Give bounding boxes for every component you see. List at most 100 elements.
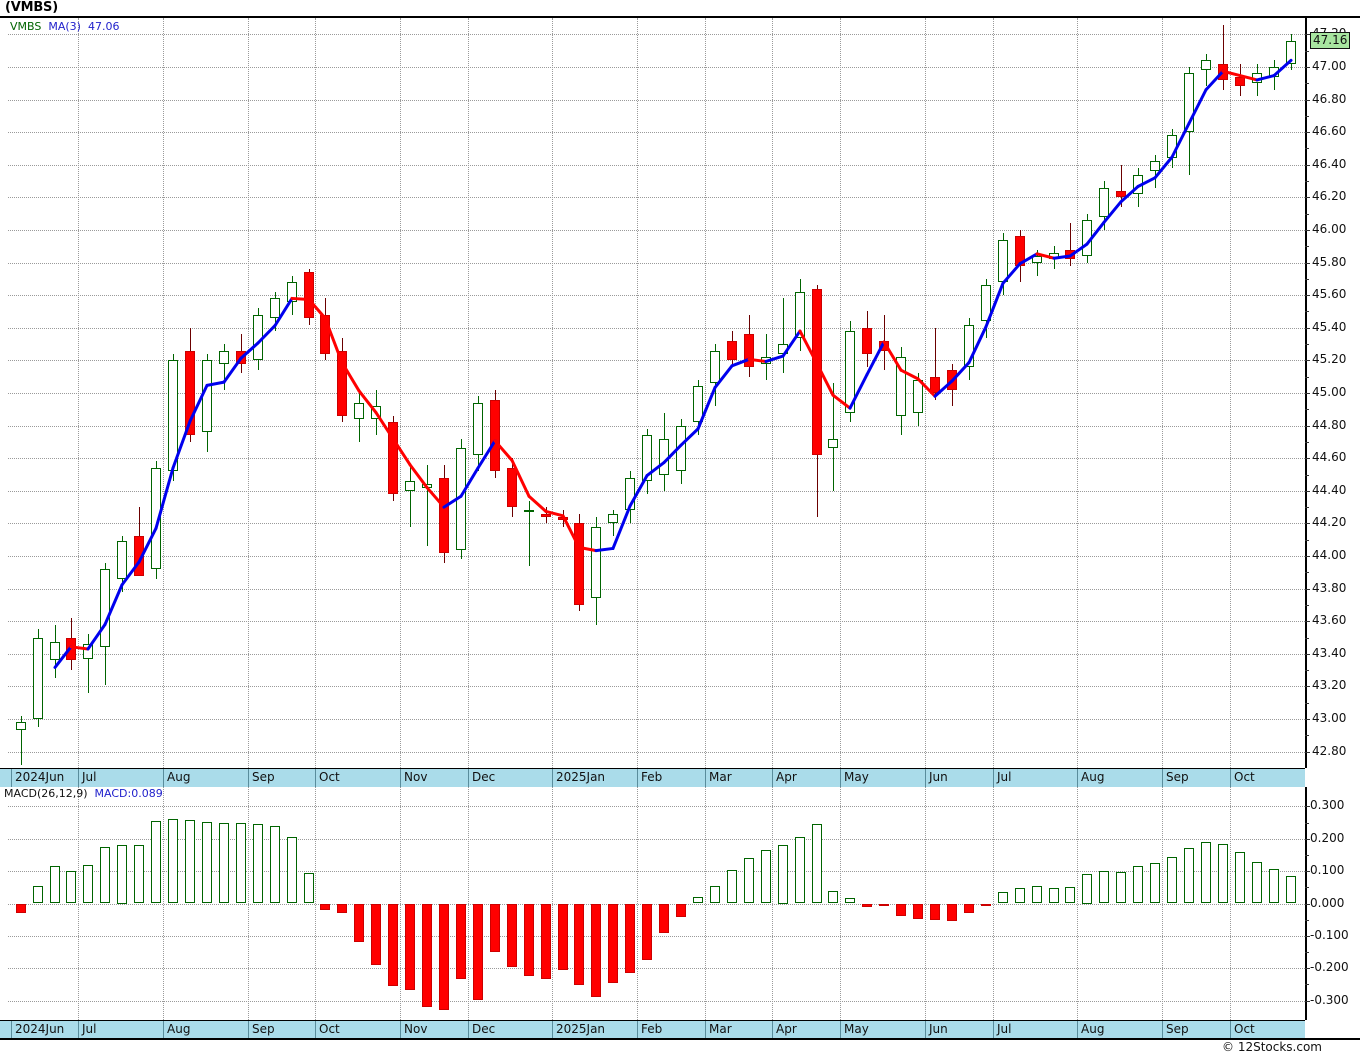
date-axis-tick — [468, 769, 469, 787]
macd-tick-label: -0.200 — [1310, 960, 1349, 975]
date-axis-tick — [1077, 769, 1078, 787]
price-legend: VMBS MA(3) 47.06 — [10, 20, 126, 33]
price-tick-label: 43.20 — [1312, 678, 1347, 693]
date-axis-label: May — [844, 770, 869, 784]
macd-bar — [83, 864, 93, 904]
month-gridline — [637, 787, 638, 1020]
date-axis-tick — [315, 1021, 316, 1039]
date-axis-label: May — [844, 1022, 869, 1036]
price-tick — [1305, 751, 1310, 753]
price-minor-tick — [1305, 278, 1309, 280]
candle-body — [642, 435, 652, 482]
price-minor-tick — [1305, 539, 1309, 541]
date-axis-tick — [163, 1021, 164, 1039]
date-axis-label: Oct — [1234, 1022, 1255, 1036]
price-tick-label: 45.20 — [1312, 352, 1347, 367]
macd-bar — [1252, 862, 1262, 904]
macd-bar — [1049, 887, 1059, 904]
price-tick — [1305, 556, 1310, 558]
price-tick — [1305, 197, 1310, 199]
candle-wick — [935, 327, 936, 400]
candle-body — [219, 350, 229, 364]
candle-body — [490, 399, 500, 472]
date-axis-label: Aug — [167, 1022, 191, 1036]
date-axis-bottom: 2024Jun Jul Aug Sep Oct Nov Dec 2025Jan Feb Mar Ap… — [0, 1020, 1305, 1040]
price-tick — [1305, 132, 1310, 134]
candle-body — [795, 291, 805, 338]
date-axis-label: Jul — [82, 1022, 97, 1036]
price-tick-label: 45.00 — [1312, 385, 1347, 399]
date-axis-label: Jul — [82, 770, 97, 784]
macd-bar — [134, 844, 144, 904]
candle-wick — [1223, 24, 1224, 90]
price-minor-tick — [1305, 572, 1309, 574]
footer-copyright: © 12Stocks.com — [1222, 1040, 1322, 1054]
date-axis-tick — [400, 1021, 401, 1039]
date-axis-tick — [925, 1021, 926, 1039]
candle-body — [981, 285, 991, 322]
macd-bar — [117, 845, 127, 904]
macd-bar — [287, 837, 297, 904]
month-gridline — [248, 787, 249, 1020]
month-gridline — [840, 787, 841, 1020]
macd-bar — [1184, 847, 1194, 904]
macd-bar — [524, 903, 534, 977]
macd-legend: MACD(26,12,9) MACD:0.089 — [4, 787, 170, 800]
macd-bar — [405, 903, 415, 991]
date-axis-tick — [163, 769, 164, 787]
price-tick-label: 42.80 — [1312, 743, 1347, 758]
candle-body — [304, 272, 314, 318]
month-gridline — [705, 787, 706, 1020]
price-tick-label: 45.60 — [1312, 287, 1347, 302]
candle-body — [710, 350, 720, 384]
date-axis-label: Nov — [404, 1022, 428, 1036]
macd-bar — [608, 903, 618, 984]
candle-body — [270, 298, 280, 318]
candle-body — [473, 402, 483, 455]
window-titlebar: (VMBS) — [0, 0, 1360, 16]
price-minor-tick — [1305, 507, 1309, 509]
price-tick-label: 46.00 — [1312, 221, 1347, 236]
macd-bar — [1218, 843, 1228, 904]
macd-bar — [998, 892, 1008, 904]
macd-bar — [371, 903, 381, 965]
macd-bar — [710, 885, 720, 904]
date-axis-tick — [11, 769, 12, 787]
date-axis-label: Aug — [1081, 770, 1105, 784]
macd-bar — [219, 822, 229, 904]
candle-body — [507, 468, 517, 508]
price-minor-tick — [1305, 50, 1309, 52]
date-axis-label: Jul — [997, 770, 1012, 784]
candle-body — [439, 477, 449, 553]
date-axis-tick — [772, 769, 773, 787]
macd-bar — [422, 903, 432, 1008]
month-gridline — [1077, 787, 1078, 1020]
date-axis-label: Sep — [1166, 1022, 1189, 1036]
price-tick-label: 47.00 — [1312, 58, 1347, 73]
macd-bar — [727, 869, 737, 904]
title-divider — [0, 16, 1360, 18]
price-minor-tick — [1305, 181, 1309, 183]
price-plot-area — [8, 18, 1305, 768]
macd-tick — [1305, 1000, 1310, 1002]
macd-tick-label: -0.100 — [1310, 927, 1349, 942]
candle-body — [524, 510, 534, 513]
date-axis-label: Nov — [404, 770, 428, 784]
candle-body — [964, 324, 974, 367]
macd-bar — [151, 820, 161, 904]
candle-wick — [1155, 154, 1156, 188]
macd-bar — [1235, 851, 1245, 904]
macd-bar — [981, 903, 991, 907]
macd-tick — [1305, 968, 1310, 970]
macd-bar — [761, 850, 771, 904]
macd-panel: MACD(26,12,9) MACD:0.089 0.300 0.200 0.100 0… — [0, 787, 1360, 1020]
price-tick — [1305, 327, 1310, 329]
macd-bar — [33, 885, 43, 904]
candle-wick — [21, 715, 22, 765]
candle-body — [151, 468, 161, 570]
candle-body — [591, 526, 601, 599]
macd-bar — [439, 903, 449, 1011]
macd-minor-tick — [1305, 854, 1309, 856]
price-minor-tick — [1305, 83, 1309, 85]
